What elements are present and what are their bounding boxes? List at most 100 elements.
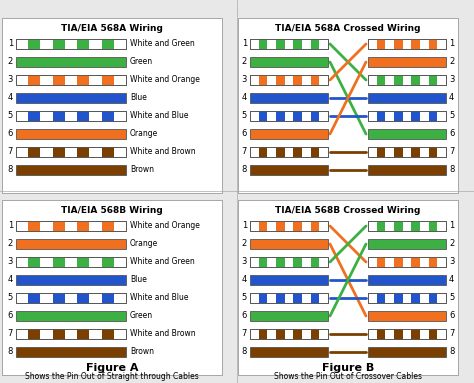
Bar — [394, 39, 403, 49]
Bar — [411, 75, 420, 85]
Bar — [368, 311, 446, 321]
Text: 7: 7 — [449, 147, 455, 157]
Bar — [28, 111, 40, 121]
Text: 2: 2 — [242, 57, 247, 67]
Bar — [28, 257, 40, 267]
Bar — [16, 347, 126, 357]
Bar — [428, 221, 438, 231]
Text: 7: 7 — [242, 147, 247, 157]
Bar — [368, 111, 446, 121]
Bar — [368, 293, 446, 303]
Bar — [310, 293, 319, 303]
Bar — [101, 329, 114, 339]
Bar — [368, 39, 446, 49]
Bar — [53, 75, 65, 85]
Text: 5: 5 — [449, 111, 454, 121]
Bar — [293, 221, 302, 231]
Text: 6: 6 — [8, 129, 13, 139]
Bar — [368, 147, 446, 157]
Bar — [250, 293, 328, 303]
Bar — [377, 147, 385, 157]
Text: Figure A: Figure A — [86, 363, 138, 373]
Bar — [368, 293, 446, 303]
Bar — [411, 221, 420, 231]
Bar — [250, 221, 328, 231]
Bar — [16, 39, 126, 49]
Bar — [394, 293, 403, 303]
Bar — [101, 75, 114, 85]
Text: 3: 3 — [8, 257, 13, 267]
Bar — [238, 18, 458, 193]
Text: TIA/EIA 568A Wiring: TIA/EIA 568A Wiring — [61, 24, 163, 33]
Bar — [310, 39, 319, 49]
Text: 5: 5 — [242, 293, 247, 303]
Bar — [250, 329, 328, 339]
Bar — [250, 147, 328, 157]
Bar — [428, 111, 438, 121]
Text: 4: 4 — [8, 275, 13, 285]
Bar — [28, 293, 40, 303]
Bar — [28, 75, 40, 85]
Text: 4: 4 — [242, 275, 247, 285]
Text: Green: Green — [130, 311, 153, 321]
Text: 6: 6 — [449, 311, 455, 321]
Bar — [259, 111, 267, 121]
Bar — [428, 257, 438, 267]
Text: 7: 7 — [8, 147, 13, 157]
Text: 4: 4 — [8, 93, 13, 103]
Text: Orange: Orange — [130, 129, 158, 139]
Text: Orange: Orange — [130, 239, 158, 249]
Text: White and Blue: White and Blue — [130, 111, 189, 121]
Bar — [411, 111, 420, 121]
Text: 8: 8 — [449, 347, 455, 357]
Bar — [310, 329, 319, 339]
Text: White and Green: White and Green — [130, 257, 195, 267]
Bar — [16, 147, 126, 157]
Bar — [16, 275, 126, 285]
Bar — [394, 147, 403, 157]
Text: 3: 3 — [8, 75, 13, 85]
Bar — [250, 311, 328, 321]
Text: 3: 3 — [449, 75, 455, 85]
Bar — [377, 39, 385, 49]
Bar — [77, 111, 89, 121]
Text: 1: 1 — [242, 221, 247, 231]
Bar — [101, 293, 114, 303]
Bar — [394, 329, 403, 339]
Bar — [250, 111, 328, 121]
Bar — [250, 111, 328, 121]
Bar — [259, 147, 267, 157]
Text: Shows the Pin Out of Crossover Cables: Shows the Pin Out of Crossover Cables — [274, 372, 422, 381]
Bar — [368, 75, 446, 85]
Bar — [368, 57, 446, 67]
Bar — [394, 257, 403, 267]
Bar — [276, 329, 285, 339]
Bar — [16, 129, 126, 139]
Bar — [428, 329, 438, 339]
Bar — [368, 75, 446, 85]
Text: White and Orange: White and Orange — [130, 75, 200, 85]
Bar — [259, 329, 267, 339]
Text: 5: 5 — [449, 293, 454, 303]
Bar — [250, 257, 328, 267]
Bar — [16, 57, 126, 67]
Bar — [293, 257, 302, 267]
Bar — [293, 293, 302, 303]
Bar — [368, 221, 446, 231]
Bar — [276, 147, 285, 157]
Bar — [16, 221, 126, 231]
Bar — [368, 257, 446, 267]
Bar — [238, 200, 458, 375]
Text: 7: 7 — [449, 329, 455, 339]
Text: White and Green: White and Green — [130, 39, 195, 49]
Text: 4: 4 — [449, 275, 454, 285]
Bar — [250, 165, 328, 175]
Bar — [368, 93, 446, 103]
Text: 2: 2 — [8, 57, 13, 67]
Bar — [368, 275, 446, 285]
Bar — [276, 257, 285, 267]
Bar — [250, 293, 328, 303]
Bar — [101, 147, 114, 157]
Bar — [16, 75, 126, 85]
Bar — [28, 147, 40, 157]
